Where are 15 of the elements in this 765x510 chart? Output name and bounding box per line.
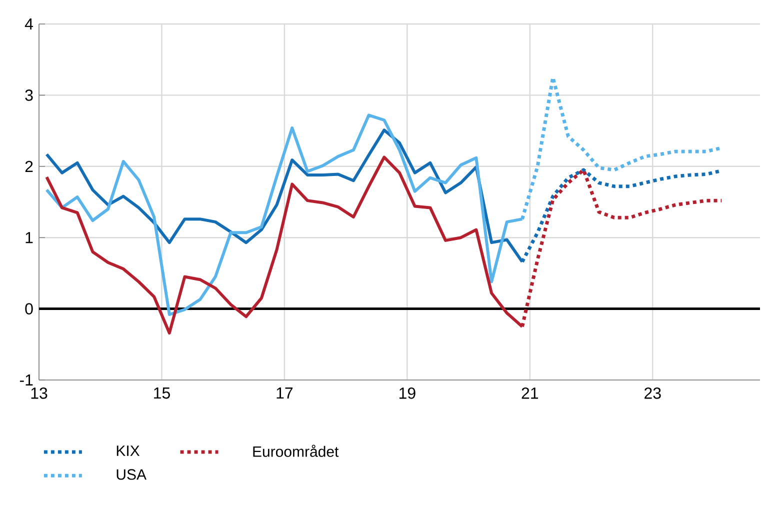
y-tick-label: 2 <box>25 160 33 172</box>
legend-label: KIX <box>116 446 140 456</box>
x-tick-label: 13 <box>31 388 48 399</box>
y-tick-label: -1 <box>20 374 33 386</box>
y-tick-label: 1 <box>26 232 33 244</box>
x-tick-label: 23 <box>644 388 661 399</box>
legend-label: USA <box>116 469 146 480</box>
y-tick-label: 0 <box>25 303 33 314</box>
legend-label: Euroområdet <box>253 444 339 457</box>
x-tick-label: 19 <box>399 388 416 399</box>
y-tick-label: 4 <box>24 18 34 30</box>
y-tick-label: 3 <box>25 90 33 101</box>
x-tick-label: 15 <box>154 388 170 399</box>
x-tick-label: 21 <box>522 388 538 399</box>
x-tick-label: 17 <box>276 388 293 399</box>
